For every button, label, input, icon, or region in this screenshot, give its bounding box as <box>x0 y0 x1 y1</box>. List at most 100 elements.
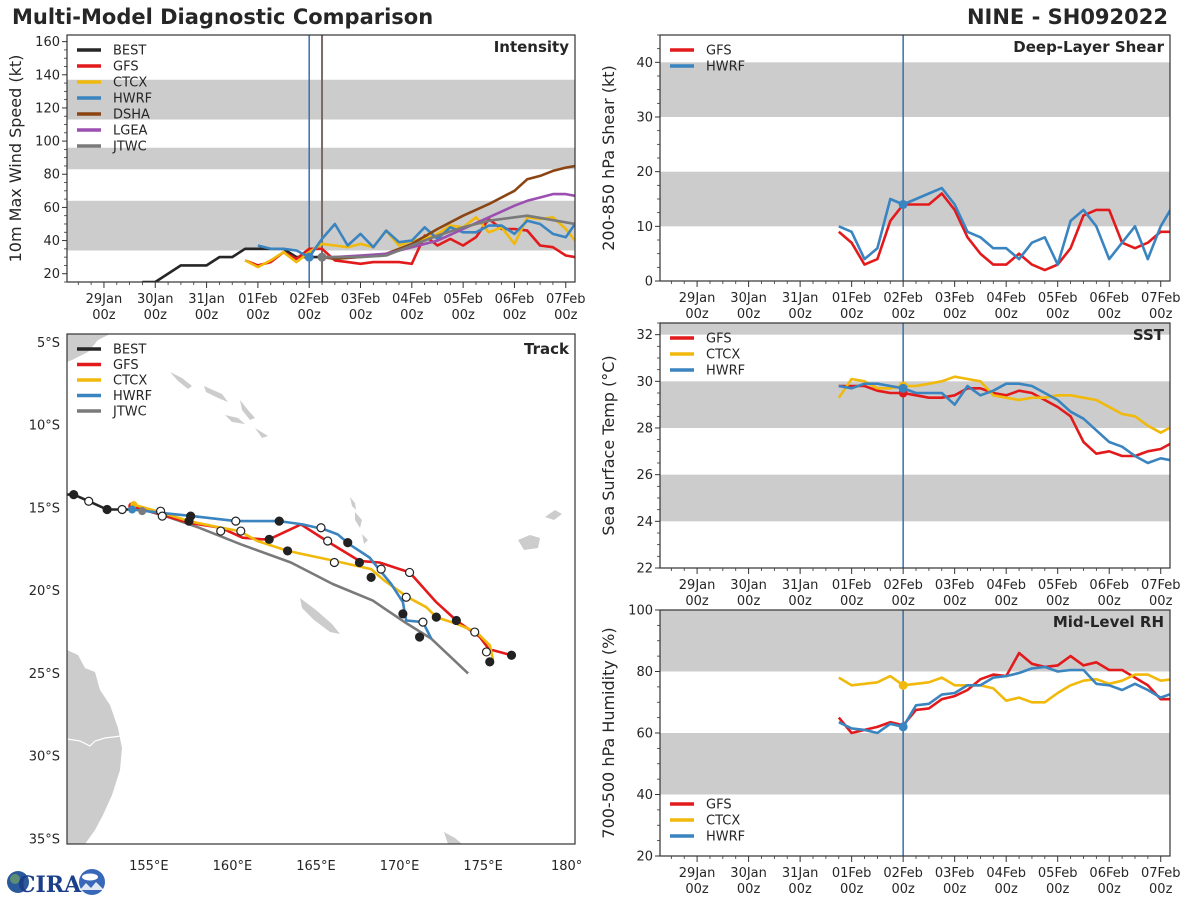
track-point-filled <box>451 615 461 626</box>
y-tick-label: 40 <box>636 56 653 71</box>
marker-ctcx <box>898 680 908 690</box>
x-tick-label-date: 31Jan <box>782 291 819 306</box>
lon-tick-label: 175°E <box>463 859 503 874</box>
y-tick-label: 20 <box>636 165 653 180</box>
plot-area <box>660 610 1170 856</box>
solomon-islands <box>170 372 268 438</box>
panel-title: Mid-Level RH <box>1053 613 1164 631</box>
x-tick-label-hour: 00z <box>737 307 761 322</box>
x-tick-label-hour: 00z <box>943 307 967 322</box>
lon-tick-label: 155°E <box>129 859 169 874</box>
x-tick-label-date: 05Feb <box>1038 866 1078 881</box>
track-point-open <box>236 526 246 536</box>
x-tick-label-date: 29Jan <box>86 292 123 307</box>
x-tick-label-date: 03Feb <box>935 578 975 593</box>
plot-area <box>67 35 575 282</box>
x-tick-label-date: 30Jan <box>137 292 174 307</box>
shaded-band <box>67 147 575 170</box>
x-tick-label-hour: 00z <box>400 308 424 323</box>
legend-label-best: BEST <box>113 44 146 59</box>
track-point-filled <box>264 534 274 544</box>
marker-hwrf <box>898 199 908 209</box>
x-tick-label-date: 01Feb <box>832 291 872 306</box>
legend-label-hwrf: HWRF <box>706 830 745 845</box>
mountain-icon <box>80 882 104 890</box>
track-line-ctcx <box>133 503 495 661</box>
lon-tick-label: 165°E <box>296 859 336 874</box>
panel-rh: 2040608010029Jan00z30Jan00z31Jan00z01Feb… <box>599 604 1181 898</box>
x-tick-label-date: 05Feb <box>443 292 483 307</box>
y-axis-label: Sea Surface Temp (°C) <box>599 355 618 535</box>
panel-intensity: 2040608010012014016029Jan00z30Jan00z31Ja… <box>6 34 586 323</box>
fiji-islands <box>518 510 562 550</box>
series-line-hwrf <box>838 665 1170 735</box>
lat-tick-label: 15°S <box>29 501 60 516</box>
x-tick-label-hour: 00z <box>891 594 915 609</box>
new-zealand-tip <box>444 832 462 844</box>
x-tick-label-hour: 00z <box>92 308 116 323</box>
x-tick-label-date: 07Feb <box>546 292 586 307</box>
x-tick-label-date: 01Feb <box>238 292 278 307</box>
x-tick-label-hour: 00z <box>554 308 578 323</box>
shaded-band <box>660 610 1170 672</box>
y-tick-label: 30 <box>636 375 653 390</box>
x-tick-label-hour: 00z <box>1098 882 1122 897</box>
x-tick-label-hour: 00z <box>788 594 812 609</box>
track-point-open <box>404 567 415 578</box>
plot-area <box>660 35 1170 281</box>
track-point-filled <box>354 557 365 568</box>
marker-hwrf <box>898 383 908 393</box>
x-tick-label-date: 06Feb <box>1089 291 1129 306</box>
earth-icon-highlight <box>10 874 20 884</box>
legend-label-gfs: GFS <box>706 798 732 813</box>
panel-title: Track <box>524 340 570 358</box>
x-tick-label-hour: 00z <box>788 882 812 897</box>
x-tick-label-hour: 00z <box>246 308 270 323</box>
cira-logo: CIRA <box>7 869 105 898</box>
x-tick-label-hour: 00z <box>1098 307 1122 322</box>
track-point-filled <box>431 612 441 622</box>
legend-label-ctcx: CTCX <box>113 76 147 91</box>
x-tick-label-date: 06Feb <box>495 292 535 307</box>
panel-shear: 01020304029Jan00z30Jan00z31Jan00z01Feb00… <box>599 34 1181 322</box>
legend-label-dsha: DSHA <box>113 108 150 123</box>
track-point-open <box>470 627 480 637</box>
x-tick-label-hour: 00z <box>788 307 812 322</box>
x-tick-label-hour: 00z <box>1098 594 1122 609</box>
series-line-best <box>142 247 322 282</box>
x-tick-label-hour: 00z <box>840 594 864 609</box>
y-tick-label: 80 <box>43 168 60 183</box>
legend-label-jtwc: JTWC <box>112 405 147 420</box>
legend-label-gfs: GFS <box>706 44 732 59</box>
y-tick-label: 160 <box>35 35 60 50</box>
x-tick-label-hour: 00z <box>685 594 709 609</box>
y-axis-label: 10m Max Wind Speed (kt) <box>6 55 25 263</box>
y-tick-label: 26 <box>636 468 653 483</box>
track-point-filled <box>485 657 495 667</box>
x-tick-label-date: 31Jan <box>188 292 225 307</box>
axes-frame <box>66 34 576 283</box>
storm-title: NINE - SH092022 <box>966 5 1168 29</box>
x-tick-label-date: 04Feb <box>986 291 1026 306</box>
legend-label-gfs: GFS <box>706 332 732 347</box>
marker-hwrf <box>898 722 908 732</box>
legend-label-best: BEST <box>113 343 146 358</box>
x-tick-label-hour: 00z <box>1046 307 1070 322</box>
y-tick-label: 120 <box>35 101 60 116</box>
x-tick-label-date: 04Feb <box>986 578 1026 593</box>
x-tick-label-date: 02Feb <box>883 866 923 881</box>
track-point-open <box>418 617 428 627</box>
x-tick-label-date: 06Feb <box>1089 866 1129 881</box>
map-area <box>67 334 562 844</box>
series-line-gfs <box>837 192 1170 272</box>
main-title: Multi-Model Diagnostic Comparison <box>12 5 434 29</box>
cloud-icon <box>82 873 98 881</box>
x-tick-label-date: 31Jan <box>782 578 819 593</box>
track-point-open <box>323 536 333 546</box>
panel-title: Intensity <box>494 38 570 56</box>
marker-hwrf <box>304 252 314 262</box>
series-line-hwrf <box>838 186 1170 266</box>
shaded-band <box>660 733 1170 795</box>
x-tick-label-date: 03Feb <box>935 291 975 306</box>
